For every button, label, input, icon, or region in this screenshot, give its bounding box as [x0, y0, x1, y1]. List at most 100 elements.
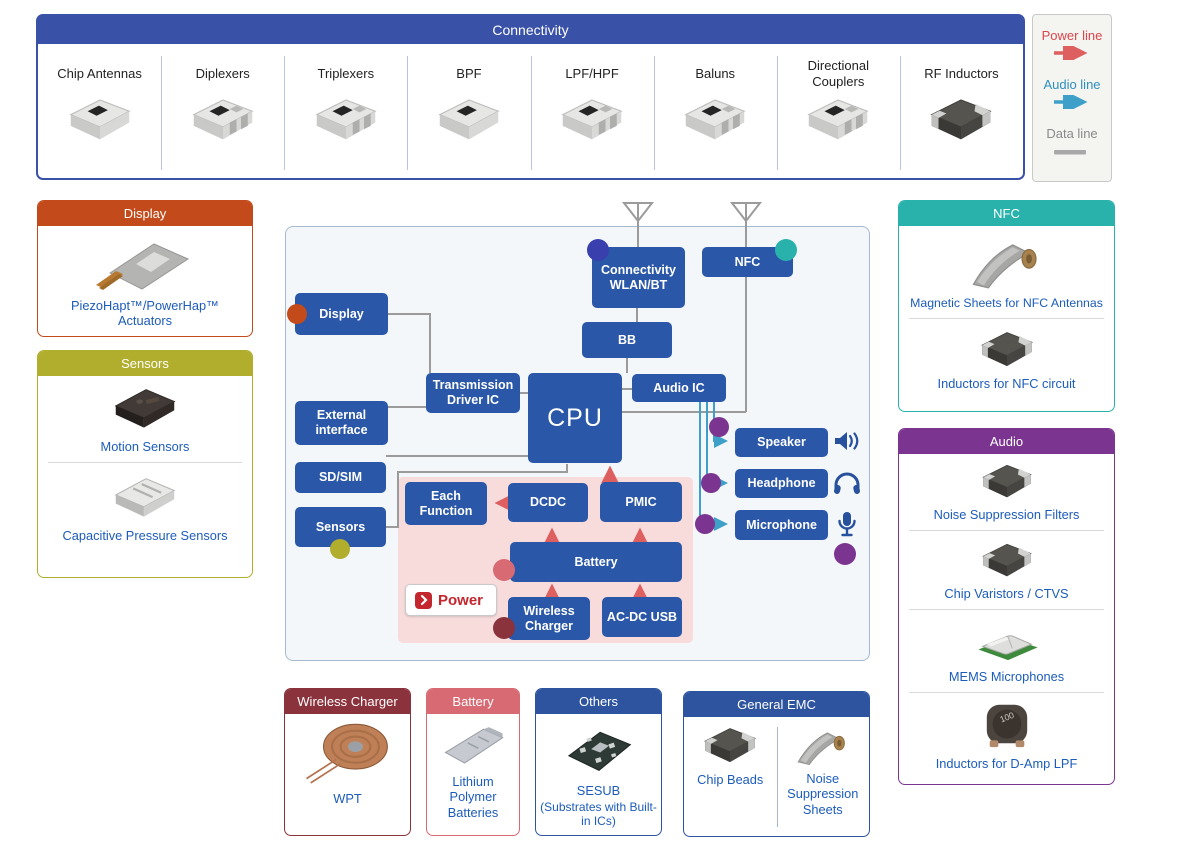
rf-inductor-image	[925, 92, 997, 144]
lithium-battery-image	[436, 719, 510, 769]
product-link[interactable]: Chip Varistors / CTVS	[944, 586, 1069, 601]
block-pmic: PMIC	[600, 482, 682, 522]
product-item: MEMS Microphones	[899, 612, 1114, 690]
product-item: Noise Suppression Sheets	[777, 717, 870, 835]
product-link[interactable]: WPT	[333, 791, 362, 806]
legend-power-line: Power line	[1033, 28, 1111, 66]
noise-filter-image	[976, 459, 1038, 501]
sensors-products-panel: Sensors Motion Sensors Capacitive Pressu…	[37, 350, 253, 578]
legend-data-label: Data line	[1046, 126, 1098, 141]
display-panel-title: Display	[38, 201, 252, 226]
motion-sensor-image	[107, 381, 183, 433]
data-line-icon	[1054, 150, 1086, 155]
product-link[interactable]: Magnetic Sheets for NFC Antennas	[910, 296, 1103, 310]
block-speaker: Speaker	[735, 428, 828, 457]
category-label: BPF	[456, 66, 482, 82]
general-emc-panel-title: General EMC	[684, 692, 869, 717]
category-directional-couplers[interactable]: Directional Couplers	[776, 44, 900, 178]
product-link[interactable]: Motion Sensors	[100, 439, 190, 454]
battery-products-panel: Battery Lithium Polymer Batteries	[426, 688, 520, 836]
product-link[interactable]: Capacitive Pressure Sensors	[62, 528, 228, 543]
lpf-hpf-image	[556, 92, 628, 144]
product-link[interactable]: Lithium Polymer Batteries	[447, 774, 499, 820]
legend-audio-line: Audio line	[1033, 77, 1111, 115]
category-rf-inductors[interactable]: RF Inductors	[899, 44, 1023, 178]
category-lpf-hpf[interactable]: LPF/HPF	[530, 44, 654, 178]
others-products-panel: Others SESUB (Substrates with Built-in I…	[535, 688, 662, 836]
product-item: WPT	[285, 714, 410, 812]
noise-suppression-sheet-image	[793, 722, 853, 766]
headphone-icon	[833, 471, 861, 502]
bpf-image	[433, 92, 505, 144]
block-nfc: NFC	[702, 247, 793, 277]
power-chevron-icon	[415, 591, 432, 609]
product-item: SESUB (Substrates with Built-in ICs)	[536, 714, 661, 834]
wireless-charger-products-panel: Wireless Charger WPT	[284, 688, 411, 836]
mems-microphone-image	[970, 617, 1044, 663]
block-ac-dc-usb: AC-DC USB	[602, 597, 682, 637]
block-each-function: Each Function	[405, 482, 487, 525]
general-emc-products-panel: General EMC Chip Beads Noise Suppression…	[683, 691, 870, 837]
nfc-products-panel: NFC Magnetic Sheets for NFC Antennas Ind…	[898, 200, 1115, 412]
category-label: Directional Couplers	[807, 58, 870, 89]
category-triplexers[interactable]: Triplexers	[284, 44, 407, 178]
divider	[909, 692, 1104, 693]
chip-antenna-image	[64, 92, 136, 144]
block-audio-ic: Audio IC	[632, 374, 726, 402]
block-dcdc: DCDC	[508, 483, 588, 522]
product-link[interactable]: Chip Beads	[697, 772, 764, 787]
product-item: 100 Inductors for D-Amp LPF	[899, 695, 1114, 777]
block-headphone: Headphone	[735, 469, 828, 498]
category-label: Baluns	[695, 66, 736, 82]
category-label: Chip Antennas	[57, 66, 142, 82]
power-line-arrow-icon	[1054, 40, 1088, 66]
product-item: Chip Beads	[684, 717, 777, 835]
product-item: Capacitive Pressure Sensors	[38, 465, 252, 549]
category-baluns[interactable]: Baluns	[653, 44, 777, 178]
wpt-coil-image	[300, 719, 396, 785]
block-sensors: Sensors	[295, 507, 386, 547]
diplexer-image	[187, 92, 259, 144]
category-chip-antennas[interactable]: Chip Antennas	[38, 44, 161, 178]
product-link-sub[interactable]: (Substrates with Built-in ICs)	[540, 800, 657, 829]
line-legend: Power line Audio line Data line	[1032, 14, 1112, 182]
product-link[interactable]: SESUB	[576, 783, 621, 798]
legend-data-line: Data line	[1033, 126, 1111, 162]
damp-inductor-image: 100	[978, 700, 1036, 750]
triplexer-image	[310, 92, 382, 144]
balun-image	[679, 92, 751, 144]
block-connectivity-wlan-bt: Connectivity WLAN/BT	[592, 247, 685, 308]
block-sd-sim: SD/SIM	[295, 462, 386, 493]
category-label: Diplexers	[195, 66, 250, 82]
block-wireless-charger: Wireless Charger	[508, 597, 590, 640]
wireless-charger-panel-title: Wireless Charger	[285, 689, 410, 714]
product-link[interactable]: Inductors for NFC circuit	[937, 376, 1076, 391]
directional-coupler-image	[802, 92, 874, 144]
category-label: RF Inductors	[924, 66, 999, 82]
product-link[interactable]: MEMS Microphones	[948, 669, 1065, 684]
audio-panel-title: Audio	[899, 429, 1114, 454]
chip-bead-image	[698, 722, 762, 766]
divider	[909, 530, 1104, 531]
audio-line-arrow-icon	[1054, 89, 1088, 115]
product-link[interactable]: PiezoHapt™/PowerHap™ Actuators	[71, 298, 219, 329]
product-link[interactable]: Noise Suppression Filters	[933, 507, 1080, 522]
product-link[interactable]: Noise Suppression Sheets	[787, 771, 859, 817]
category-diplexers[interactable]: Diplexers	[161, 44, 284, 178]
product-link[interactable]: Inductors for D-Amp LPF	[935, 756, 1078, 771]
chip-varistor-image	[976, 538, 1038, 580]
sesub-image	[558, 719, 640, 777]
piezo-actuator-image	[89, 231, 201, 293]
pressure-sensor-image	[107, 470, 183, 522]
product-item: PiezoHapt™/PowerHap™ Actuators	[38, 226, 252, 334]
product-item: Noise Suppression Filters	[899, 454, 1114, 528]
power-button[interactable]: Power	[405, 584, 497, 616]
speaker-icon	[833, 430, 861, 459]
block-transmission-driver-ic: Transmission Driver IC	[426, 373, 520, 413]
product-item: Inductors for NFC circuit	[899, 321, 1114, 397]
connectivity-categories: Chip Antennas Diplexers Triplexers BPF L…	[38, 44, 1023, 178]
power-button-label: Power	[438, 591, 484, 609]
microphone-icon	[836, 511, 858, 546]
category-bpf[interactable]: BPF	[407, 44, 530, 178]
